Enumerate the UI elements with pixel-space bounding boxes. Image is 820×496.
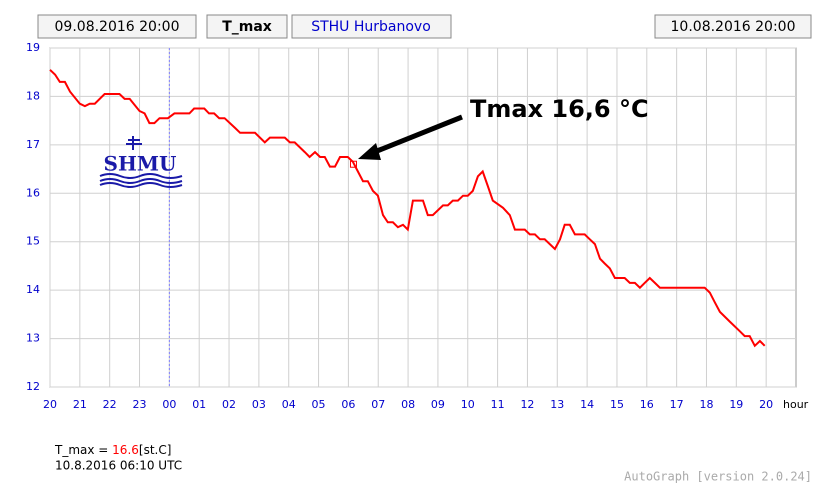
x-tick-label: 04 (282, 398, 296, 411)
plot (49, 69, 766, 348)
series-line (49, 69, 766, 348)
x-axis-label: hour (783, 398, 809, 411)
footer: AutoGraph [version 2.0.24] (624, 470, 812, 484)
x-tick-label: 00 (162, 398, 176, 411)
y-tick-label: 12 (26, 380, 40, 393)
start-box (37, 14, 197, 39)
logo-mast (126, 136, 142, 150)
x-tick-label: 07 (371, 398, 385, 411)
x-tick-label: 05 (312, 398, 326, 411)
station-box (291, 14, 452, 39)
start-time: 09.08.2016 20:00 (55, 19, 180, 35)
x-tick-label: 09 (431, 398, 445, 411)
x-tick-label: 01 (192, 398, 206, 411)
end-time: 10.08.2016 20:00 (671, 19, 796, 35)
y-tick-label: 17 (26, 138, 40, 151)
x-tick-label: 13 (550, 398, 564, 411)
x-tick-label: 23 (133, 398, 147, 411)
x-tick-label: 16 (640, 398, 654, 411)
readout-unit: [st.C] (139, 443, 172, 457)
end-box (654, 14, 812, 39)
x-tick-label: 11 (491, 398, 505, 411)
annotation: Tmax 16,6 °C (470, 95, 649, 123)
readout-label: T_max = (54, 443, 112, 457)
x-tick-label: 20 (759, 398, 773, 411)
x-tick-label: 02 (222, 398, 236, 411)
x-tick-label: 21 (73, 398, 87, 411)
y-tick-label: 16 (26, 186, 40, 199)
readout-time: 10.8.2016 06:10 UTC (55, 459, 182, 473)
y-tick-label: 13 (26, 332, 40, 345)
x-tick-label: 17 (670, 398, 684, 411)
x-tick-label: 19 (729, 398, 743, 411)
x-tick-label: 15 (610, 398, 624, 411)
y-tick-label: 14 (26, 283, 40, 296)
x-tick-label: 10 (461, 398, 475, 411)
y-tick-label: 19 (26, 41, 40, 54)
annotation-arrowhead (358, 143, 381, 160)
x-tick-label: 12 (520, 398, 534, 411)
x-tick-label: 06 (341, 398, 355, 411)
x-tick-label: 22 (103, 398, 117, 411)
highlight-point (349, 160, 357, 168)
x-tick-label: 18 (699, 398, 713, 411)
x-tick-label: 20 (43, 398, 57, 411)
y-tick-label: 15 (26, 235, 40, 248)
y-tick-label: 18 (26, 89, 40, 102)
plot-area (49, 47, 797, 388)
annotation-arrow (371, 114, 463, 156)
logo: SHMU (99, 136, 183, 188)
logo-waves (99, 173, 183, 188)
x-tick-label: 03 (252, 398, 266, 411)
x-tick-label: 14 (580, 398, 594, 411)
parameter: T_max (222, 19, 272, 35)
readout-value: 16.6 (112, 443, 139, 457)
readout: T_max = 16.6[st.C] (54, 443, 171, 457)
x-tick-label: 08 (401, 398, 415, 411)
station: STHU Hurbanovo (311, 19, 431, 35)
logo-text: SHMU (104, 152, 177, 176)
parameter-box (206, 14, 288, 39)
grid (49, 47, 796, 388)
